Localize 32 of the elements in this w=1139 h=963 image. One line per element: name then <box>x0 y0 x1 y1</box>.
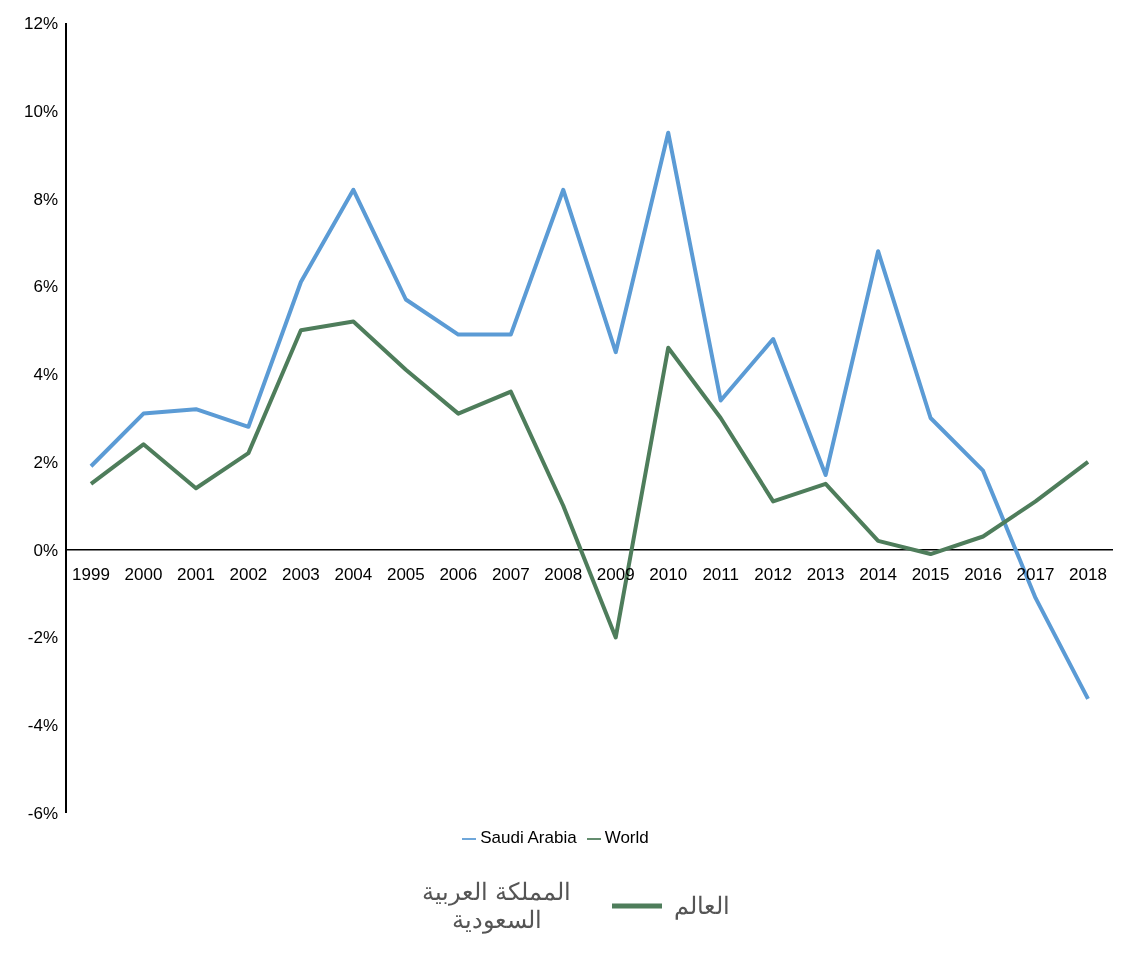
x-tick-label: 2013 <box>806 564 845 584</box>
x-tick-label: 2012 <box>754 564 793 584</box>
text: العالم <box>673 892 730 920</box>
x-tick-label: 2011 <box>702 564 739 584</box>
x-tick-label: 2002 <box>229 564 268 584</box>
x-tick-label: 2003 <box>281 564 320 584</box>
y-tick-label: 10% <box>23 101 58 121</box>
y-tick-label: -4% <box>27 716 58 736</box>
x-tick-label: 2010 <box>649 564 688 584</box>
y-tick-label: 4% <box>33 365 58 385</box>
y-tick-label: 6% <box>33 277 58 297</box>
y-tick-label: 12% <box>23 14 58 34</box>
y-tick-label: -2% <box>27 628 58 648</box>
x-tick-label: 2005 <box>386 564 425 584</box>
y-tick-label: 8% <box>33 189 58 209</box>
x-tick-label: 2001 <box>177 564 215 584</box>
x-tick-label: 2007 <box>491 564 530 584</box>
x-tick-label: 2018 <box>1069 564 1107 584</box>
text: المملكة العربية السعودية <box>421 878 572 934</box>
x-tick-label: 2004 <box>334 564 373 584</box>
x-tick-label: 2016 <box>964 564 1002 584</box>
x-tick-label: 2015 <box>911 564 950 584</box>
x-tick-label: 2006 <box>439 564 478 584</box>
x-tick-label: 2000 <box>124 564 163 584</box>
x-tick-label: 1999 <box>72 564 110 584</box>
y-tick-label: 2% <box>33 452 58 472</box>
legend-label: Saudi Arabia <box>480 828 577 847</box>
legend-label: World <box>604 828 649 847</box>
y-tick-label: -6% <box>27 804 58 824</box>
x-tick-label: 2008 <box>544 564 583 584</box>
y-tick-label: 0% <box>33 540 58 560</box>
x-tick-label: 2014 <box>859 564 898 584</box>
